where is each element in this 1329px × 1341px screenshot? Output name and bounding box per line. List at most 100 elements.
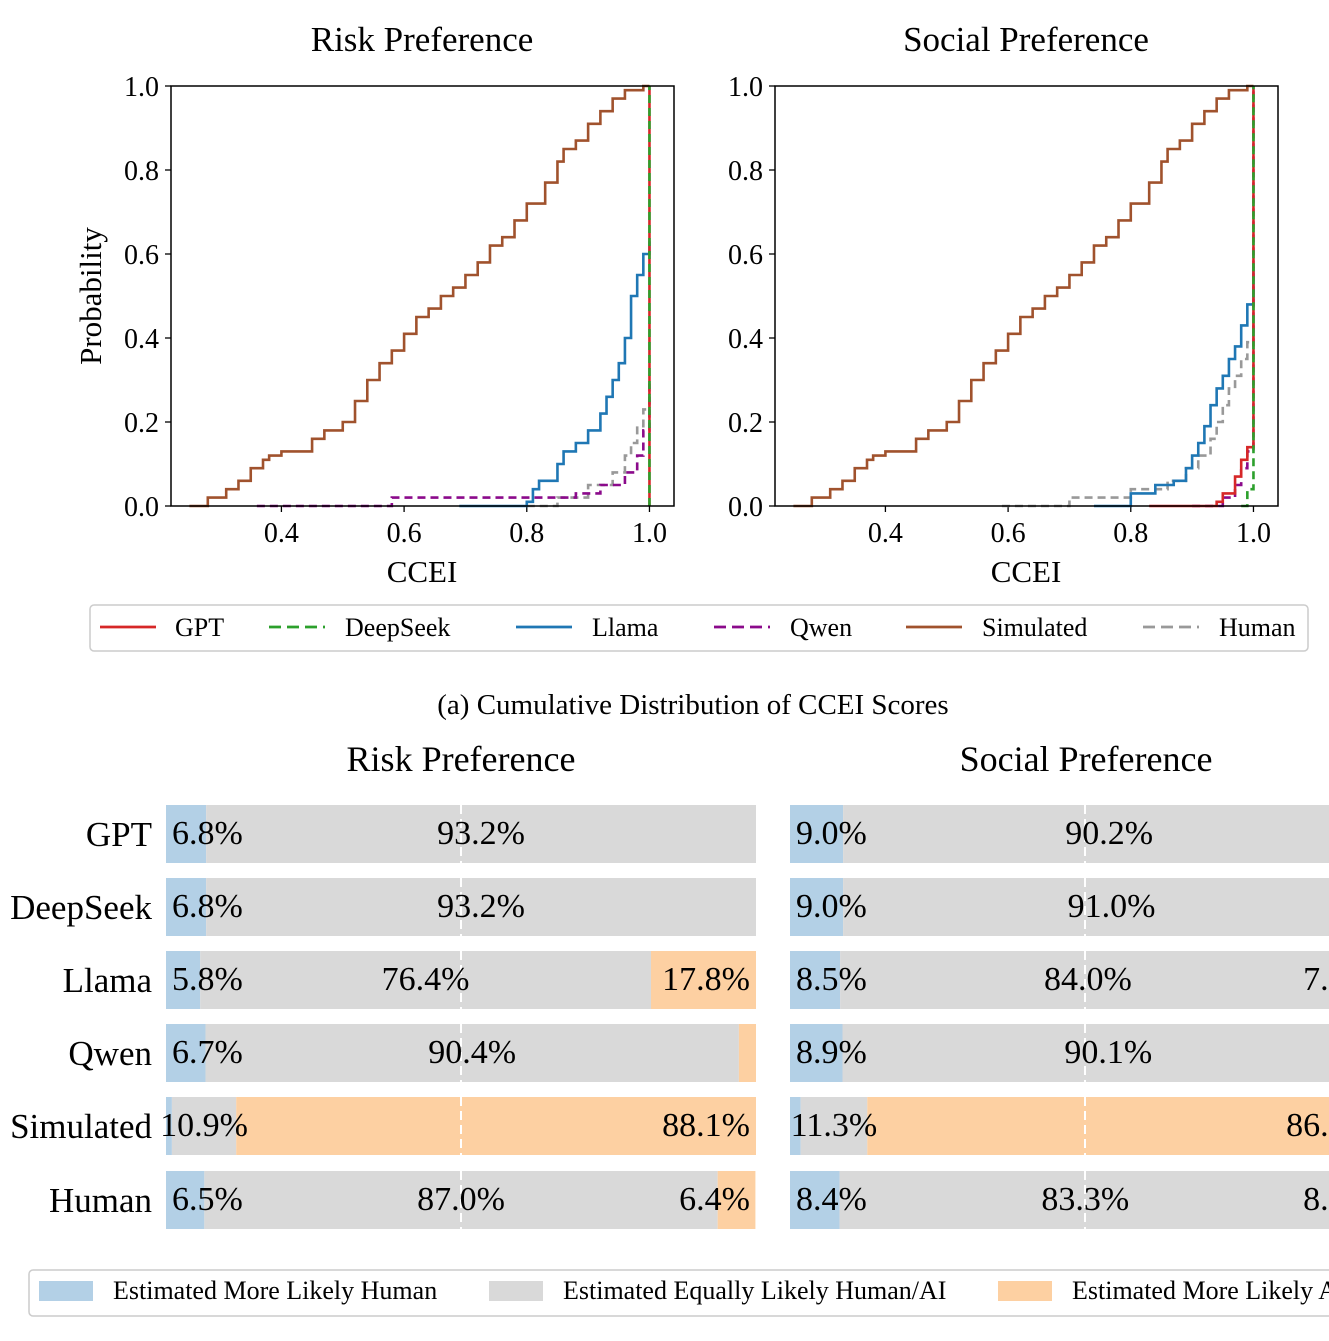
x-tick-label: 1.0 — [632, 518, 667, 549]
legend-top: GPT DeepSeek Llama Qwen Simulated Human — [89, 604, 1309, 652]
x-tick-label: 0.4 — [868, 518, 903, 549]
bar-data-label: 8.9% — [796, 1034, 867, 1071]
bar-segment-more-human — [790, 1097, 801, 1155]
bar-segment-equal — [843, 805, 1329, 863]
bar-segment-more-human — [790, 878, 844, 936]
bar-data-label: 90.1% — [1064, 1034, 1152, 1071]
series-line-qwen — [256, 380, 651, 508]
bar-data-label: 76.4% — [382, 961, 470, 998]
bar-segment-more-ai — [867, 1097, 1329, 1155]
bar-segment-more-human — [166, 951, 201, 1009]
series-line-llama — [459, 241, 651, 508]
bar-data-label: 9.0% — [796, 888, 867, 925]
bar-segment-more-human — [790, 1024, 843, 1082]
line-chart-1-ylabel: Probability — [73, 227, 108, 365]
bar-segment-more-ai — [236, 1097, 756, 1155]
bar-data-label: 83.3% — [1041, 1181, 1129, 1218]
category-label: Simulated — [10, 1107, 152, 1146]
line-chart-2-xlabel: CCEI — [991, 554, 1062, 589]
bar-segment-more-human — [166, 878, 207, 936]
y-tick-label: 0.2 — [728, 408, 763, 439]
bar-segment-equal — [800, 1097, 868, 1155]
x-tick-label: 1.0 — [1236, 518, 1271, 549]
bar-data-label: 93.2% — [437, 888, 525, 925]
line-chart-1: 0.0 0.2 0.4 0.6 0.8 1.0 0.4 0.6 0.8 1.0 — [124, 72, 675, 549]
bar-segment-more-human — [790, 951, 841, 1009]
x-tick-label: 0.8 — [1113, 518, 1148, 549]
category-label: DeepSeek — [10, 888, 152, 927]
legend-label-llama: Llama — [592, 613, 659, 642]
bar-data-label: 6.8% — [172, 815, 243, 852]
series-line-deepseek — [1241, 86, 1255, 508]
line-chart-1-title: Risk Preference — [311, 20, 534, 59]
legend-label-simulated: Simulated — [982, 613, 1087, 642]
bar-segment-equal — [205, 1024, 739, 1082]
bar-segment-equal — [171, 1097, 237, 1155]
bar-data-label: 7.5% — [1303, 961, 1329, 998]
bar-segment-more-ai — [738, 1024, 756, 1082]
legend-label-more_human: Estimated More Likely Human — [113, 1276, 437, 1305]
legend-label-human: Human — [1219, 613, 1296, 642]
plot-frame — [170, 85, 675, 507]
bar-segment-more-human — [790, 1171, 840, 1229]
legend-label-more_ai: Estimated More Likely AI — [1072, 1276, 1329, 1305]
legend-label-qwen: Qwen — [790, 613, 852, 642]
bar-chart-1: GPT 6.8% 93.2% DeepSeek 6.8% 93.2% Llama 5.8% 76… — [10, 805, 756, 1229]
bar-chart-2-title: Social Preference — [960, 739, 1213, 779]
legend-swatch-more_human — [39, 1281, 93, 1301]
y-tick-label: 0.6 — [124, 240, 159, 271]
legend-swatch-more_ai — [998, 1281, 1052, 1301]
series-line-human — [526, 392, 651, 508]
bar-chart-2: 9.0% 90.2% 9.0% 91.0% 8.5% 84.0% 7.5% 8.9% 90.1%… — [790, 805, 1329, 1229]
bar-data-label: 5.8% — [172, 961, 243, 998]
series-line-simulated — [189, 84, 650, 508]
bar-data-label: 8.5% — [796, 961, 867, 998]
bar-data-label: 90.2% — [1065, 815, 1153, 852]
series-line-simulated — [793, 84, 1254, 508]
bar-segment-more-ai — [717, 1171, 756, 1229]
bar-segment-equal — [206, 878, 756, 936]
bar-data-label: 87.0% — [417, 1181, 505, 1218]
bar-segment-more-human — [166, 805, 207, 863]
legend-label-equal: Estimated Equally Likely Human/AI — [563, 1276, 946, 1305]
bar-segment-equal — [843, 878, 1329, 936]
bar-segment-more-human — [166, 1171, 205, 1229]
y-tick-label: 0.0 — [728, 492, 763, 523]
y-tick-label: 0.8 — [124, 156, 159, 187]
line-chart-1-xlabel: CCEI — [387, 554, 458, 589]
bar-data-label: 88.1% — [662, 1107, 750, 1144]
bar-data-label: 6.8% — [172, 888, 243, 925]
x-tick-label: 0.8 — [509, 518, 544, 549]
legend-frame — [89, 604, 1309, 652]
y-tick-label: 0.2 — [124, 408, 159, 439]
x-tick-label: 0.6 — [387, 518, 422, 549]
bar-data-label: 84.0% — [1044, 961, 1132, 998]
bar-data-label: 8.4% — [796, 1181, 867, 1218]
bar-data-label: 6.5% — [172, 1181, 243, 1218]
bar-data-label: 6.7% — [172, 1034, 243, 1071]
series-line-human — [1001, 317, 1255, 508]
category-label: Qwen — [68, 1034, 152, 1073]
bar-segment-more-human — [166, 1097, 172, 1155]
y-tick-label: 0.4 — [728, 324, 763, 355]
bar-data-label: 6.4% — [679, 1181, 750, 1218]
bar-data-label: 11.3% — [791, 1107, 878, 1144]
bar-data-label: 93.2% — [437, 815, 525, 852]
legend-bottom: Estimated More Likely Human Estimated Equ… — [28, 1269, 1329, 1317]
bar-data-label: 86.9% — [1286, 1107, 1329, 1144]
y-tick-label: 1.0 — [124, 72, 159, 103]
legend-label-gpt: GPT — [175, 613, 224, 642]
bar-data-label: 8.3% — [1303, 1181, 1329, 1218]
y-tick-label: 1.0 — [728, 72, 763, 103]
caption-a: (a) Cumulative Distribution of CCEI Scor… — [437, 689, 948, 721]
x-tick-label: 0.6 — [991, 518, 1026, 549]
plot-frame — [774, 85, 1279, 507]
x-tick-label: 0.4 — [264, 518, 299, 549]
category-label: GPT — [86, 815, 152, 854]
line-chart-2: 0.0 0.2 0.4 0.6 0.8 1.0 0.4 0.6 0.8 1.0 — [728, 72, 1279, 549]
y-tick-label: 0.0 — [124, 492, 159, 523]
series-line-gpt — [1149, 86, 1255, 508]
legend-label-deepseek: DeepSeek — [345, 613, 450, 642]
y-tick-label: 0.8 — [728, 156, 763, 187]
